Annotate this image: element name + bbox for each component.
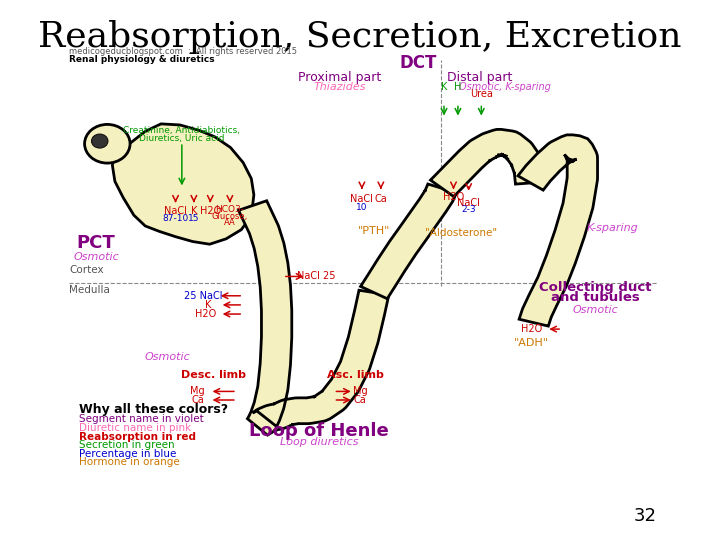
Text: Distal part: Distal part: [447, 71, 513, 84]
Text: Osmotic: Osmotic: [572, 305, 618, 315]
Text: HCO3-: HCO3-: [215, 205, 244, 214]
Text: Creatinine, Antidiabiotics,: Creatinine, Antidiabiotics,: [123, 126, 240, 135]
Text: Osmotic: Osmotic: [73, 252, 119, 261]
Text: Diuretics, Uric acid: Diuretics, Uric acid: [139, 134, 225, 143]
Text: 87-10: 87-10: [163, 214, 189, 224]
Text: PCT: PCT: [76, 234, 115, 252]
Text: K: K: [191, 206, 197, 216]
Text: H2O: H2O: [521, 324, 542, 334]
Text: H: H: [454, 82, 462, 92]
Polygon shape: [361, 184, 456, 299]
Text: Urea: Urea: [470, 89, 492, 99]
Polygon shape: [238, 201, 389, 435]
Text: medicogeducblogspot.com  :  All rights reserved 2015: medicogeducblogspot.com : All rights res…: [69, 47, 297, 56]
Text: Loop of Henle: Loop of Henle: [249, 422, 389, 440]
Text: DCT: DCT: [400, 53, 437, 72]
Text: 32: 32: [634, 507, 657, 525]
Text: Mg: Mg: [190, 387, 205, 396]
Text: 25 NaCl: 25 NaCl: [184, 291, 222, 301]
Text: 2-3: 2-3: [462, 205, 476, 214]
Text: NaCl: NaCl: [457, 198, 480, 208]
Text: Why all these colors?: Why all these colors?: [79, 403, 228, 416]
Text: "ADH": "ADH": [514, 338, 549, 348]
Text: Ca: Ca: [354, 395, 366, 405]
Text: H2O: H2O: [443, 192, 464, 202]
Text: Mg: Mg: [353, 387, 367, 396]
Text: Asc. limb: Asc. limb: [326, 370, 383, 380]
Polygon shape: [431, 130, 546, 197]
Text: Segment name in violet: Segment name in violet: [79, 414, 204, 424]
Text: "PTH": "PTH": [359, 226, 391, 237]
Circle shape: [91, 134, 108, 148]
Text: H2O: H2O: [194, 309, 216, 319]
Text: Proximal part: Proximal part: [298, 71, 382, 84]
Text: Ca: Ca: [192, 395, 204, 405]
Text: Reabsorption in red: Reabsorption in red: [79, 431, 196, 442]
Text: Percentage in blue: Percentage in blue: [79, 449, 176, 459]
Text: Glucose,: Glucose,: [212, 212, 248, 221]
Text: Reabsorption, Secretion, Excretion: Reabsorption, Secretion, Excretion: [38, 20, 682, 54]
Text: Thiazides: Thiazides: [313, 82, 366, 92]
Text: H2O: H2O: [199, 206, 221, 216]
Text: NaCl: NaCl: [164, 206, 187, 216]
Text: NaCl 25: NaCl 25: [297, 272, 335, 281]
Polygon shape: [518, 135, 598, 326]
Text: Secretion in green: Secretion in green: [79, 440, 174, 450]
Text: Loop diuretics: Loop diuretics: [279, 437, 358, 447]
Text: Diuretic name in pink: Diuretic name in pink: [79, 423, 191, 433]
Text: Hormone in orange: Hormone in orange: [79, 457, 179, 467]
Circle shape: [84, 124, 130, 163]
Text: 10: 10: [356, 202, 368, 212]
Text: Renal physiology & diuretics: Renal physiology & diuretics: [69, 55, 215, 64]
Text: "Aldosterone": "Aldosterone": [425, 228, 497, 239]
Text: Osmotic: Osmotic: [145, 352, 190, 362]
Text: K-sparing: K-sparing: [587, 223, 639, 233]
Text: K: K: [441, 82, 447, 92]
Text: AA: AA: [224, 218, 235, 227]
Text: Desc. limb: Desc. limb: [181, 370, 246, 380]
Text: K: K: [205, 300, 212, 310]
Text: NaCl: NaCl: [351, 194, 374, 204]
Text: Medulla: Medulla: [69, 285, 110, 295]
Text: and tubules: and tubules: [552, 292, 640, 305]
Text: Ca: Ca: [374, 194, 387, 204]
Text: Collecting duct: Collecting duct: [539, 281, 652, 294]
Text: Cortex: Cortex: [69, 265, 104, 275]
Text: Osmotic, K-sparing: Osmotic, K-sparing: [459, 82, 552, 92]
Polygon shape: [112, 124, 254, 244]
Text: 15: 15: [188, 214, 199, 224]
